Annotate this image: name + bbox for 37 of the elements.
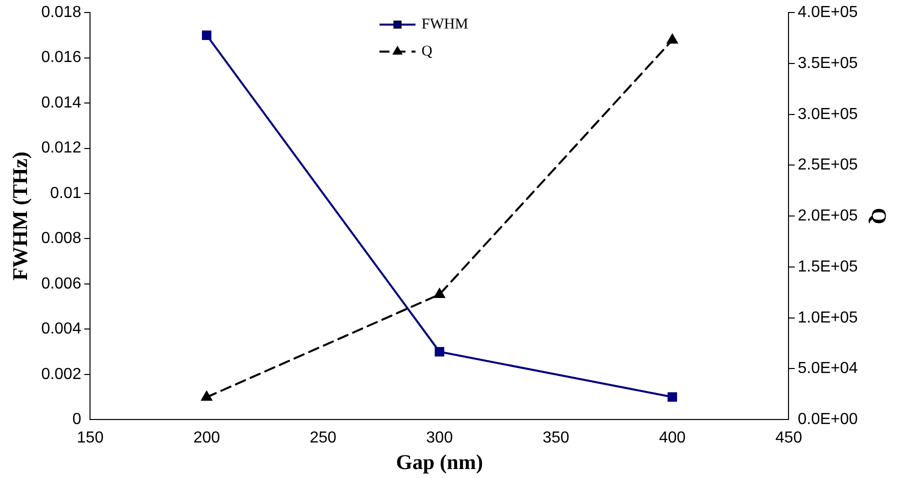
x-tick-label: 150: [76, 430, 104, 447]
y-tick-label: 0.004: [41, 320, 82, 338]
x-tick-label: 300: [426, 430, 453, 447]
y2-tick-label: 2.5E+05: [798, 156, 858, 174]
y2-tick-label: 5.0E+04: [798, 360, 858, 378]
y2-tick-label: 1.0E+05: [798, 309, 858, 326]
y-tick-label: 0: [72, 411, 82, 428]
y2-tick-label: 3.5E+05: [798, 54, 858, 72]
point: [668, 392, 678, 402]
point: [202, 30, 212, 40]
legend-label: FWHM: [421, 16, 468, 33]
x-tick-label: 400: [658, 430, 686, 447]
y-tick-label: 0.008: [41, 230, 82, 248]
y2-tick-label: 4.0E+05: [798, 4, 858, 22]
y-tick-label: 0.014: [41, 94, 82, 112]
point: [200, 390, 212, 401]
point: [434, 347, 444, 357]
y2-tick-label: 1.5E+05: [798, 258, 858, 276]
x-tick-label: 200: [193, 430, 220, 447]
x-tick-label: 450: [775, 430, 802, 447]
y-tick-label: 0.016: [41, 49, 82, 66]
y2-tick-label: 2.0E+05: [798, 208, 858, 225]
y-axis-title: FWHM (THz): [8, 152, 32, 281]
legend-label: Q: [421, 44, 432, 60]
y2-tick-label: 3.0E+05: [798, 106, 858, 123]
y-tick-label: 0.002: [41, 366, 82, 383]
x-axis-title: Gap (nm): [396, 450, 483, 474]
x-tick-label: 250: [310, 430, 337, 447]
point: [434, 288, 446, 298]
y-tick-label: 0.018: [41, 4, 82, 22]
y2-tick-label: 0.0E+00: [798, 411, 858, 428]
y-tick-label: 0.01: [50, 184, 82, 202]
y2-axis-title: Q: [866, 208, 891, 224]
y-tick-label: 0.006: [41, 275, 82, 292]
y-tick-label: 0.012: [41, 140, 82, 157]
point: [666, 34, 678, 44]
x-tick-label: 350: [542, 430, 570, 447]
